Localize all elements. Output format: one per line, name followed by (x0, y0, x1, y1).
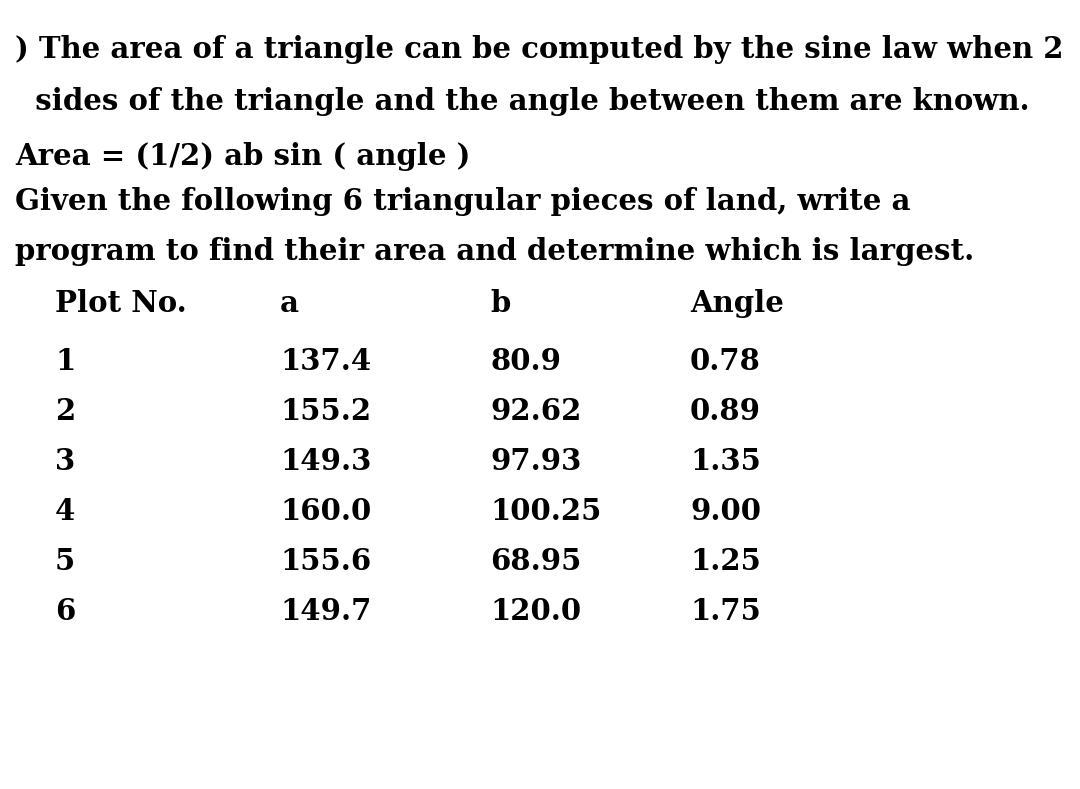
Text: 9.00: 9.00 (690, 497, 761, 526)
Text: 3: 3 (55, 447, 76, 476)
Text: 0.89: 0.89 (690, 397, 761, 426)
Text: a: a (280, 289, 299, 318)
Text: Area = (1/2) ab sin ( angle ): Area = (1/2) ab sin ( angle ) (15, 142, 471, 171)
Text: 1: 1 (55, 347, 76, 376)
Text: 149.7: 149.7 (280, 597, 372, 626)
Text: 6: 6 (55, 597, 76, 626)
Text: ) The area of a triangle can be computed by the sine law when 2: ) The area of a triangle can be computed… (15, 35, 1064, 64)
Text: Plot No.: Plot No. (55, 289, 187, 318)
Text: 1.35: 1.35 (690, 447, 761, 476)
Text: 80.9: 80.9 (490, 347, 561, 376)
Text: Given the following 6 triangular pieces of land, write a: Given the following 6 triangular pieces … (15, 187, 910, 216)
Text: 137.4: 137.4 (280, 347, 372, 376)
Text: 155.6: 155.6 (280, 547, 372, 576)
Text: 155.2: 155.2 (280, 397, 372, 426)
Text: 97.93: 97.93 (490, 447, 581, 476)
Text: 92.62: 92.62 (490, 397, 581, 426)
Text: 160.0: 160.0 (280, 497, 372, 526)
Text: 2: 2 (55, 397, 76, 426)
Text: 0.78: 0.78 (690, 347, 761, 376)
Text: b: b (490, 289, 510, 318)
Text: 5: 5 (55, 547, 76, 576)
Text: 68.95: 68.95 (490, 547, 581, 576)
Text: 149.3: 149.3 (280, 447, 372, 476)
Text: 1.25: 1.25 (690, 547, 761, 576)
Text: program to find their area and determine which is largest.: program to find their area and determine… (15, 237, 974, 266)
Text: 1.75: 1.75 (690, 597, 761, 626)
Text: 120.0: 120.0 (490, 597, 581, 626)
Text: 100.25: 100.25 (490, 497, 602, 526)
Text: Angle: Angle (690, 289, 784, 318)
Text: 4: 4 (55, 497, 76, 526)
Text: sides of the triangle and the angle between them are known.: sides of the triangle and the angle betw… (15, 87, 1029, 116)
